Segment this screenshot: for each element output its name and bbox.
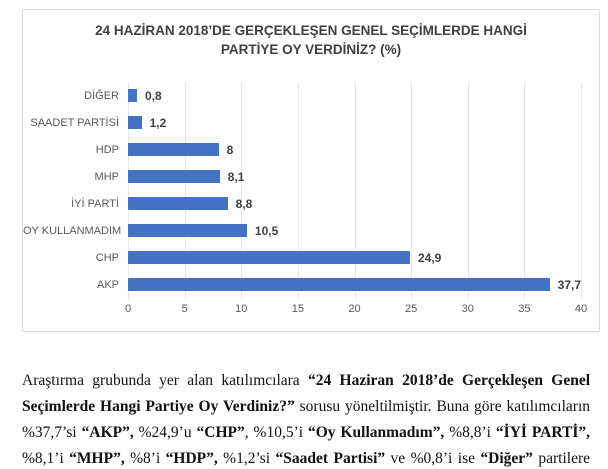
bar (128, 143, 219, 156)
gridline (524, 82, 526, 300)
value-label: 8,1 (227, 169, 245, 184)
x-tick-label: 30 (461, 303, 474, 315)
description-text-segment: %1,2’si (217, 450, 276, 467)
bar (128, 251, 410, 264)
bar-track: 10,5 (128, 217, 581, 244)
description-text-segment: %8,1’i (22, 450, 70, 467)
bar-track: 8,8 (128, 190, 581, 217)
gridline (411, 82, 413, 300)
bar-row: İYİ PARTİ 8,8 (23, 190, 599, 217)
value-label: 24,9 (417, 250, 442, 265)
bar-track: 24,9 (128, 244, 581, 271)
bar-rows: DİĞER 0,8 SAADET PARTİSİ 1,2 HDP 8 MHP 8,1 İYİ P… (23, 82, 599, 298)
bar-track: 8,1 (128, 163, 581, 190)
value-label: 0,8 (145, 88, 162, 103)
x-tick-label: 0 (124, 303, 132, 315)
bar-track: 8 (128, 136, 581, 163)
description-bold-segment: “HDP”, (165, 450, 218, 467)
description-bold-segment: “CHP” (196, 424, 245, 441)
bar-row: SAADET PARTİSİ 1,2 (23, 109, 599, 136)
category-label: DİĞER (84, 89, 119, 102)
description-text-segment: %24,9’u (133, 424, 197, 441)
description-bold-segment: “Oy Kullanmadım”, (308, 424, 445, 441)
x-tick-label: 25 (405, 303, 418, 315)
gridline (241, 82, 243, 300)
gridlines (128, 82, 582, 300)
value-label: 8,8 (235, 196, 253, 211)
gridline (297, 82, 299, 300)
gridline (184, 82, 186, 300)
category-label: İYİ PARTİ (71, 197, 119, 210)
description-bold-segment: “İYİ PARTİ”, (495, 424, 590, 441)
bar-track: 37,7 (128, 271, 581, 298)
chart-title: 24 HAZİRAN 2018’DE GERÇEKLEŞEN GENEL SEÇ… (95, 23, 527, 57)
description-text-segment: , %10,5’i (244, 424, 308, 441)
gridline (354, 82, 356, 300)
description-text-segment: partilere oy verdiğini belirtmiştir. (538, 450, 590, 467)
category-label: AKP (96, 278, 119, 291)
description-bold-segment: “Saadet Partisi” (275, 450, 386, 467)
description-text-segment: %8’i (124, 450, 166, 467)
value-label: 10,5 (254, 223, 279, 238)
description-text-segment: %8,8’i (444, 424, 496, 441)
description-paragraph: Araştırma grubunda yer alan katılımcılar… (22, 368, 590, 469)
description-text-segment: sorusu yöneltilmiştir. Buna göre katılım… (22, 398, 591, 441)
plot-area: DİĞER 0,8 SAADET PARTİSİ 1,2 HDP 8 MHP 8,1 İYİ P… (23, 82, 599, 319)
description-text-segment: Araştırma grubunda yer alan katılımcılar… (22, 372, 308, 389)
x-tick-label: 20 (348, 303, 361, 315)
description-bold-segment: “Diğer” (480, 450, 533, 467)
description-text-segment: ve %0,8’i ise (385, 450, 481, 467)
bar-chart: 24 HAZİRAN 2018’DE GERÇEKLEŞEN GENEL SEÇ… (22, 9, 600, 332)
category-label: CHP (95, 251, 119, 264)
description-bold-segment: “24 Haziran 2018’de Gerçekleşen Genel Se… (22, 372, 591, 415)
value-label: 37,7 (557, 277, 581, 292)
category-label: SAADET PARTİSİ (30, 116, 119, 129)
value-label: 1,2 (149, 115, 167, 130)
x-tick-label: 5 (181, 303, 188, 315)
value-label: 8 (226, 142, 234, 157)
bar-row: HDP 8 (23, 136, 599, 163)
bar (128, 89, 138, 102)
description-bold-segment: “AKP”, (81, 424, 134, 441)
bar (128, 170, 220, 183)
category-label: MHP (94, 170, 119, 183)
category-label: HDP (95, 143, 119, 156)
bar-row: AKP 37,7 (23, 271, 599, 298)
bar (128, 197, 228, 210)
bar (128, 224, 247, 237)
gridline (581, 82, 582, 300)
x-tick-label: 10 (235, 303, 248, 315)
category-label: OY KULLANMADIM (23, 224, 122, 237)
description-bold-segment: “MHP”, (69, 450, 125, 467)
bar-track: 0,8 (128, 82, 581, 109)
x-tick-label: 40 (574, 303, 588, 315)
bar-row: MHP 8,1 (23, 163, 599, 190)
x-tick-label: 15 (291, 303, 304, 315)
x-axis: 0 5 10 15 20 25 30 35 40 (124, 303, 587, 319)
bar (128, 278, 550, 291)
x-tick-label: 35 (518, 303, 531, 315)
bar-row: CHP 24,9 (23, 244, 599, 271)
bar-row: DİĞER 0,8 (23, 82, 599, 109)
bar (128, 116, 142, 129)
gridline (128, 82, 129, 300)
bar-track: 1,2 (128, 109, 581, 136)
gridline (467, 82, 469, 300)
bar-row: OY KULLANMADIM 10,5 (23, 217, 599, 244)
